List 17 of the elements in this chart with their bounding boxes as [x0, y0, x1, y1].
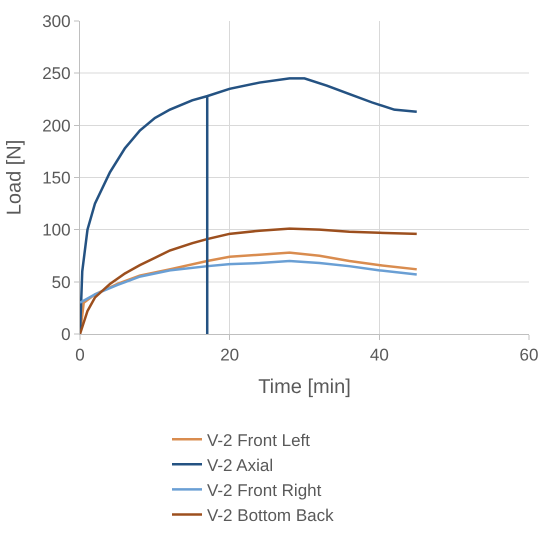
y-tick-label: 300 — [42, 12, 71, 31]
y-axis-title: Load [N] — [4, 140, 26, 216]
legend-label: V-2 Axial — [207, 456, 274, 475]
legend-label: V-2 Front Right — [207, 481, 322, 500]
x-tick-label: 60 — [520, 345, 538, 364]
y-tick-label: 0 — [61, 324, 71, 344]
x-tick-label: 20 — [220, 345, 240, 364]
y-tick-label: 100 — [42, 220, 71, 240]
y-tick-label: 250 — [42, 64, 71, 84]
y-tick-label: 50 — [52, 272, 71, 292]
x-tick-label: 40 — [370, 345, 389, 364]
legend-label: V-2 Front Left — [207, 430, 310, 450]
legend-label: V-2 Bottom Back — [207, 506, 334, 526]
x-tick-label: 0 — [75, 345, 85, 364]
y-tick-label: 200 — [42, 116, 71, 136]
x-axis-title: Time [min] — [258, 376, 351, 398]
y-tick-label: 150 — [42, 168, 71, 188]
